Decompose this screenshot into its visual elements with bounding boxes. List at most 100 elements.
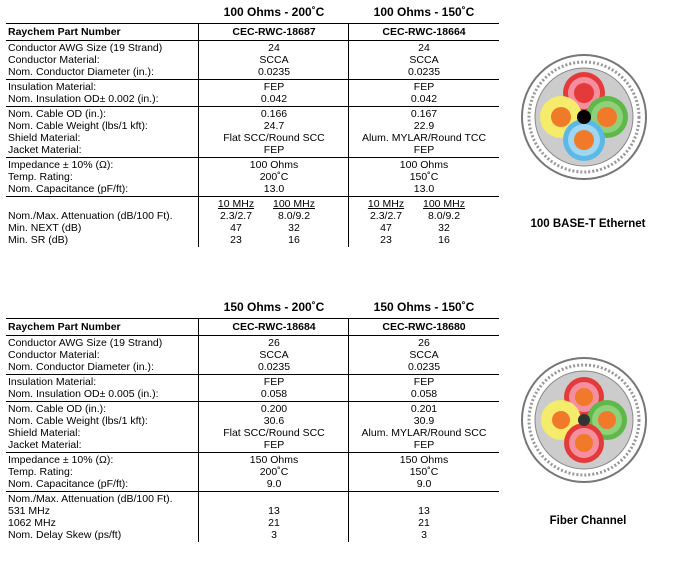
image-caption: 100 BASE-T Ethernet	[530, 218, 646, 230]
row-label: Nom. Insulation OD± 0.005 (in.):	[8, 388, 159, 400]
cell-value: SCCA	[409, 54, 439, 66]
row-group: Nom. Cable OD (in.): 0.166 0.167 Nom. Cable…	[6, 107, 499, 158]
row-label: Nom. Conductor Diameter (in.):	[8, 361, 154, 373]
cell-value: FEP	[263, 439, 285, 451]
cell-value: 32	[438, 222, 450, 234]
part-number: CEC-RWC-18684	[232, 321, 316, 333]
cell-value: Alum. MYLAR/Round SCC	[361, 427, 487, 439]
cell-value: 16	[438, 234, 450, 246]
cell-value: 9.0	[416, 478, 432, 490]
attenuation-group: 10 MHz 100 MHz 10 MHz 100 MHz Nom./Max. Atte…	[6, 197, 499, 247]
table-row: Conductor AWG Size (19 Strand) 26 26	[6, 337, 499, 349]
table-row: Shield Material: Flat SCC/Round SCC Alum. …	[6, 427, 499, 439]
header-label: Raychem Part Number	[8, 321, 121, 333]
cell-value: 21	[418, 517, 430, 529]
row-label: Conductor Material:	[8, 54, 100, 66]
table-row: Nom./Max. Attenuation (dB/100 Ft).	[6, 493, 499, 505]
table-row: Insulation Material: FEP FEP	[6, 81, 499, 93]
cell-value: 30.6	[263, 415, 285, 427]
cell-value: 0.058	[410, 388, 438, 400]
column-titles: 150 Ohms - 200˚C 150 Ohms - 150˚C	[6, 298, 499, 318]
row-label: Conductor AWG Size (19 Strand)	[8, 42, 163, 54]
column-divider	[348, 318, 349, 542]
cell-value: 2.3/2.7	[219, 210, 253, 222]
row-group: Nom./Max. Attenuation (dB/100 Ft). 531 MH…	[6, 492, 499, 542]
table-row: Temp. Rating: 200˚C 150˚C	[6, 171, 499, 183]
row-label: Conductor AWG Size (19 Strand)	[8, 337, 163, 349]
cell-value: FEP	[413, 439, 435, 451]
row-group: Impedance ± 10% (Ω): 100 Ohms 100 Ohms Temp…	[6, 158, 499, 197]
part-number: CEC-RWC-18687	[232, 26, 316, 38]
cell-value: 26	[268, 337, 280, 349]
cell-value: 0.0235	[257, 361, 291, 373]
cell-value: SCCA	[259, 349, 289, 361]
row-group: Impedance ± 10% (Ω): 150 Ohms 150 Ohms Temp…	[6, 453, 499, 492]
table-row: Nom. Cable OD (in.): 0.166 0.167	[6, 108, 499, 120]
cell-value: 100 Ohms	[399, 159, 449, 171]
cell-value: 3	[271, 529, 277, 541]
row-label: 1062 MHz	[8, 517, 56, 529]
row-label: Nom. Capacitance (pF/ft):	[8, 183, 129, 195]
row-label: Temp. Rating:	[8, 466, 73, 478]
table-row: Min. NEXT (dB) 47 32 47 32	[6, 222, 499, 234]
header-label: Raychem Part Number	[8, 26, 121, 38]
cell-value: FEP	[413, 81, 435, 93]
cell-value: 150 Ohms	[399, 454, 449, 466]
cell-value: 21	[268, 517, 280, 529]
cell-value: FEP	[413, 376, 435, 388]
cell-value: 30.9	[413, 415, 435, 427]
row-group: Nom. Cable OD (in.): 0.200 0.201 Nom. Cable…	[6, 402, 499, 453]
table-row: Nom. Insulation OD± 0.005 (in.): 0.058 0.0…	[6, 388, 499, 400]
cell-value: 0.042	[410, 93, 438, 105]
cell-value: 24.7	[263, 120, 285, 132]
column-divider	[198, 23, 199, 247]
table-row: Shield Material: Flat SCC/Round SCC Alum. …	[6, 132, 499, 144]
part-number-header: Raychem Part Number CEC-RWC-18687 CEC-RWC-…	[6, 23, 499, 41]
cell-value: 8.0/9.2	[277, 210, 311, 222]
row-label: Shield Material:	[8, 427, 81, 439]
row-label: Shield Material:	[8, 132, 81, 144]
row-label: Nom. Cable OD (in.):	[8, 108, 107, 120]
table-row: 1062 MHz 21 21	[6, 517, 499, 529]
cell-value: 0.058	[260, 388, 288, 400]
column-divider	[198, 318, 199, 542]
cell-value: 13	[418, 505, 430, 517]
row-label: Nom. Cable Weight (lbs/1 kft):	[8, 415, 148, 427]
row-label: Insulation Material:	[8, 376, 97, 388]
part-number: CEC-RWC-18680	[382, 321, 466, 333]
table-100-ohm: 100 Ohms - 200˚C 100 Ohms - 150˚C Rayche…	[6, 3, 499, 247]
cell-value: 0.0235	[257, 66, 291, 78]
row-label: Nom. Cable OD (in.):	[8, 403, 107, 415]
table-row: Jacket Material: FEP FEP	[6, 144, 499, 156]
row-label: Jacket Material:	[8, 144, 82, 156]
cell-value: SCCA	[259, 54, 289, 66]
cell-value: 3	[421, 529, 427, 541]
row-label: Nom./Max. Attenuation (dB/100 Ft).	[8, 493, 173, 505]
row-label: Conductor Material:	[8, 349, 100, 361]
row-label: Impedance ± 10% (Ω):	[8, 159, 114, 171]
column-title: 150 Ohms - 150˚C	[373, 300, 475, 314]
cell-value: 23	[230, 234, 242, 246]
column-divider	[348, 23, 349, 247]
cell-value: 47	[380, 222, 392, 234]
cell-value: 16	[288, 234, 300, 246]
cell-value: FEP	[413, 144, 435, 156]
row-label: Insulation Material:	[8, 81, 97, 93]
cell-value: 32	[288, 222, 300, 234]
cell-value: Alum. MYLAR/Round TCC	[361, 132, 487, 144]
row-label: Min. SR (dB)	[8, 234, 69, 246]
frequency-label: 100 MHz	[422, 198, 465, 210]
table-row: Nom. Capacitance (pF/ft): 13.0 13.0	[6, 183, 499, 195]
cell-value: 23	[380, 234, 392, 246]
cell-value: 0.167	[410, 108, 438, 120]
cell-value: 8.0/9.2	[427, 210, 461, 222]
row-label: Nom. Delay Skew (ps/ft)	[8, 529, 122, 541]
frequency-label: 100 MHz	[272, 198, 315, 210]
cell-value: 24	[418, 42, 430, 54]
cell-value: 0.0235	[407, 361, 441, 373]
cell-value: 200˚C	[259, 171, 289, 183]
cell-value: 13	[268, 505, 280, 517]
cell-value: 2.3/2.7	[369, 210, 403, 222]
table-150-ohm: 150 Ohms - 200˚C 150 Ohms - 150˚C Rayche…	[6, 298, 499, 542]
cell-value: Flat SCC/Round SCC	[223, 427, 325, 439]
